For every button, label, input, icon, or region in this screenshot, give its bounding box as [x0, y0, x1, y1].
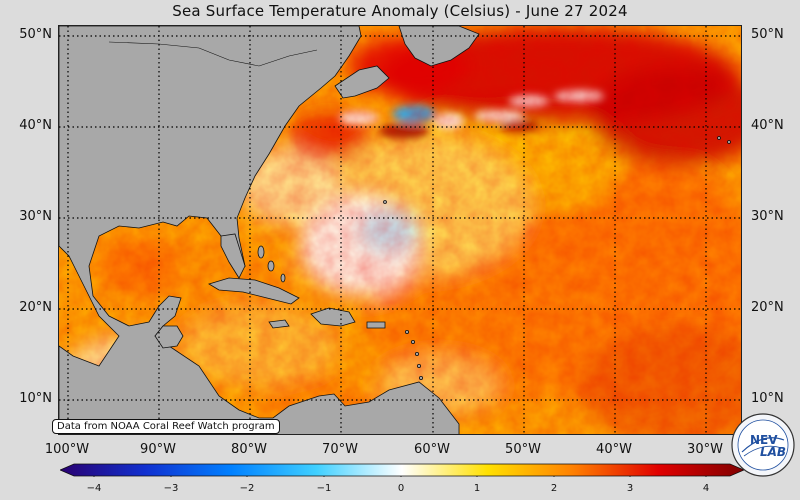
north-america — [59, 26, 460, 434]
bahamas-3 — [280, 273, 286, 283]
lat-label-10n-right: 10°N — [751, 391, 784, 406]
antilles-2 — [410, 339, 415, 344]
hispaniola — [310, 307, 356, 327]
svg-text:LAB: LAB — [760, 445, 786, 459]
map-title: Sea Surface Temperature Anomaly (Celsius… — [172, 2, 628, 20]
colorbar-tick-label: −2 — [239, 483, 255, 494]
colorbar-tick-label: −3 — [163, 483, 179, 494]
lon-label-30w: 30°W — [687, 442, 723, 457]
lat-label-30n-right: 30°N — [751, 209, 784, 224]
yucatan — [154, 325, 184, 349]
lat-label-40n-left: 40°N — [19, 118, 52, 133]
land — [59, 26, 731, 434]
puerto-rico — [366, 321, 386, 329]
antilles-3 — [414, 351, 419, 356]
jamaica — [268, 319, 290, 329]
bahamas-2 — [267, 260, 275, 272]
map-svg — [59, 26, 741, 434]
data-credit: Data from NOAA Coral Reef Watch program — [52, 419, 280, 434]
lat-label-50n-right: 50°N — [751, 27, 784, 42]
florida — [220, 233, 246, 279]
bahamas-1 — [257, 245, 265, 259]
cuba — [208, 277, 300, 305]
colorbar-tick-label: 4 — [702, 483, 710, 494]
colorbar-gradient — [60, 463, 744, 477]
lat-label-10n-left: 10°N — [19, 391, 52, 406]
colorbar-tick-label: 0 — [397, 483, 405, 494]
antilles-4 — [416, 363, 421, 368]
graticule — [59, 26, 741, 434]
lat-label-40n-right: 40°N — [751, 118, 784, 133]
nova-scotia — [334, 65, 390, 99]
lon-label-40w: 40°W — [596, 442, 632, 457]
lon-label-80w: 80°W — [231, 442, 267, 457]
antilles-1 — [404, 329, 409, 334]
lon-label-100w: 100°W — [44, 442, 90, 457]
lon-label-90w: 90°W — [140, 442, 176, 457]
azores-1 — [717, 136, 721, 140]
colorbar-ticks — [93, 476, 707, 477]
lat-label-30n-left: 30°N — [19, 209, 52, 224]
colorbar-tick-label: 3 — [626, 483, 634, 494]
colorbar — [60, 463, 744, 477]
bermuda — [383, 200, 387, 204]
colorbar-tick-label: 1 — [473, 483, 481, 494]
azores-2 — [727, 140, 731, 144]
lon-label-70w: 70°W — [322, 442, 358, 457]
colorbar-tick-label: 2 — [550, 483, 558, 494]
colorbar-tick-label: −4 — [86, 483, 102, 494]
nevlab-logo: NEV LAB — [731, 413, 795, 477]
sst-anomaly-map — [58, 25, 742, 435]
svg-text:NEV: NEV — [750, 433, 778, 447]
lon-label-60w: 60°W — [414, 442, 450, 457]
lat-label-20n-left: 20°N — [19, 300, 52, 315]
lat-label-20n-right: 20°N — [751, 300, 784, 315]
colorbar-tick-label: −1 — [316, 483, 332, 494]
lat-label-50n-left: 50°N — [19, 27, 52, 42]
lon-label-50w: 50°W — [505, 442, 541, 457]
antilles-5 — [418, 375, 423, 380]
